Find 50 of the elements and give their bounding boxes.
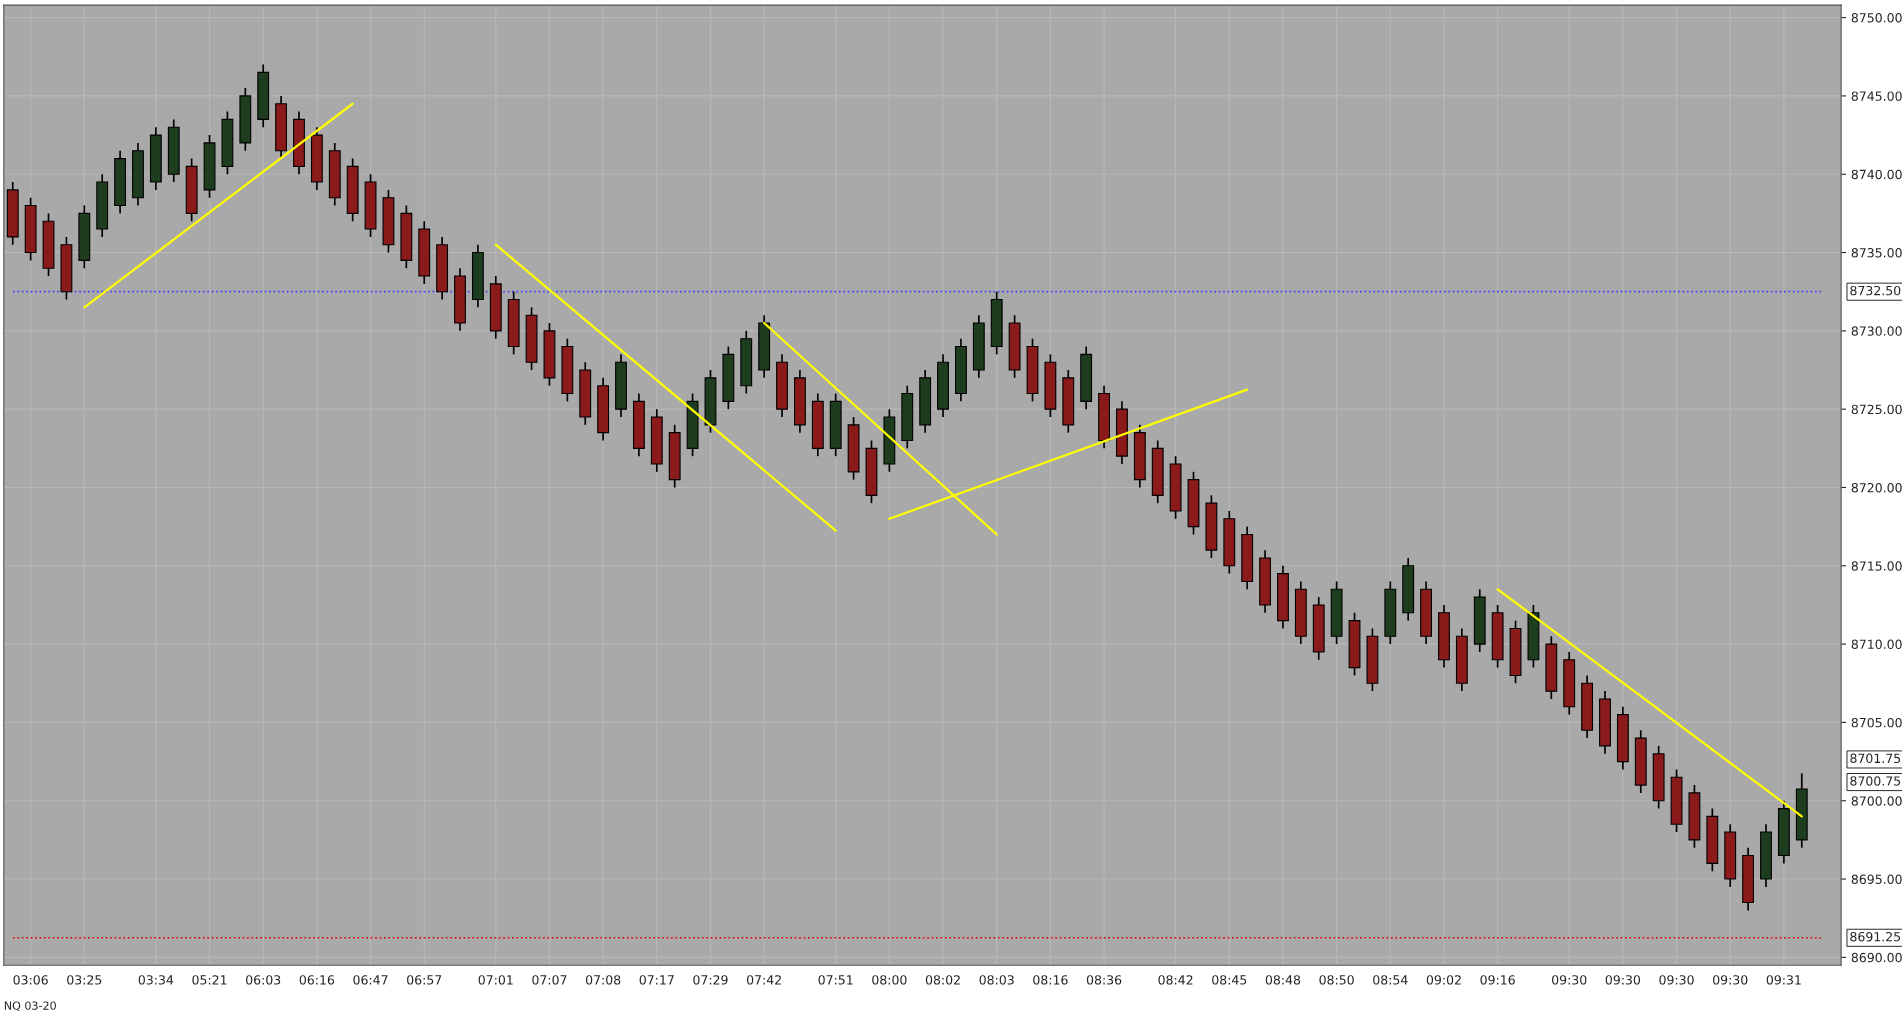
y-tick-label: 8700.00 — [1851, 796, 1902, 806]
text: 8701.75 — [1850, 753, 1901, 764]
text: NQ 03-20 — [4, 1001, 56, 1012]
x-tick-label: 06:16 — [299, 975, 335, 985]
x-tick-label: 07:07 — [532, 975, 567, 985]
x-tick-label: 09:30 — [1605, 975, 1641, 985]
y-tick-label: 8705.00 — [1851, 717, 1902, 728]
y-tick-label: 8695.00 — [1851, 874, 1902, 884]
x-tick-label: 03:06 — [13, 975, 48, 985]
y-tick-label: 8745.00 — [1851, 91, 1902, 101]
x-tick-label: 09:16 — [1480, 975, 1515, 985]
y-tick-label: 8720.00 — [1851, 482, 1902, 493]
x-tick-label: 08:48 — [1265, 975, 1301, 985]
text: 8700.75 — [1850, 776, 1901, 786]
x-tick-label: 08:45 — [1212, 975, 1247, 985]
x-tick-label: 03:25 — [67, 975, 102, 985]
y-tick-label: 8750.00 — [1851, 13, 1902, 23]
x-tick-label: 06:47 — [353, 975, 388, 985]
y-tick-label: 8710.00 — [1851, 639, 1902, 650]
x-tick-label: 07:42 — [746, 975, 781, 985]
y-tick-label: 8690.00 — [1851, 952, 1902, 963]
x-tick-label: 07:29 — [693, 975, 728, 985]
x-tick-label: 08:00 — [872, 975, 907, 985]
x-tick-label: 08:50 — [1319, 975, 1354, 985]
x-tick-label: 09:30 — [1659, 975, 1694, 985]
x-tick-label: 08:36 — [1086, 975, 1122, 985]
x-tick-label: 06:03 — [246, 975, 281, 985]
y-tick-label: 8725.00 — [1851, 404, 1902, 415]
x-tick-label: 05:21 — [192, 975, 227, 985]
x-tick-label: 08:03 — [979, 975, 1014, 985]
x-tick-label: 08:54 — [1373, 975, 1408, 985]
x-tick-label: 08:02 — [925, 975, 960, 985]
y-tick-label: 8715.00 — [1851, 561, 1902, 571]
ref-line-label: 8691.25 — [1850, 931, 1901, 942]
ref-line-label: 8732.50 — [1850, 285, 1901, 296]
x-tick-label: 09:30 — [1713, 975, 1748, 985]
x-tick-label: 09:02 — [1426, 975, 1461, 985]
x-tick-label: 08:16 — [1033, 975, 1068, 985]
x-tick-label: 06:57 — [407, 975, 442, 985]
x-tick-label: 09:30 — [1552, 975, 1587, 985]
x-tick-label: 08:42 — [1158, 975, 1193, 985]
x-tick-label: 07:08 — [585, 975, 621, 985]
x-tick-label: 09:31 — [1766, 975, 1801, 985]
x-tick-label: 07:51 — [818, 975, 853, 985]
y-tick-label: 8730.00 — [1851, 326, 1902, 336]
x-tick-label: 07:01 — [478, 975, 513, 985]
y-tick-label: 8735.00 — [1851, 248, 1902, 258]
x-tick-label: 07:17 — [639, 975, 674, 985]
x-tick-label: 03:34 — [138, 975, 174, 985]
y-tick-label: 8740.00 — [1851, 169, 1902, 180]
